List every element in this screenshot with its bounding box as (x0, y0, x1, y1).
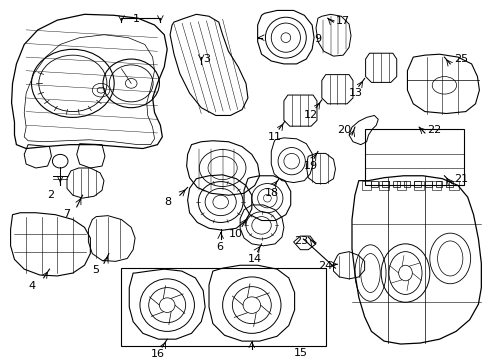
Text: 19: 19 (303, 161, 318, 171)
Text: 5: 5 (92, 265, 99, 275)
Text: 25: 25 (454, 54, 468, 64)
Text: 24: 24 (318, 261, 332, 271)
Text: 17: 17 (336, 16, 349, 26)
Text: 18: 18 (265, 188, 279, 198)
Text: 7: 7 (63, 209, 70, 219)
Text: 23: 23 (294, 236, 308, 246)
Text: 14: 14 (248, 253, 262, 264)
Text: 10: 10 (228, 229, 243, 239)
Bar (122, 268, 326, 346)
Text: 6: 6 (216, 242, 223, 252)
Text: 1: 1 (133, 14, 140, 24)
Text: 8: 8 (164, 197, 171, 207)
Text: 13: 13 (349, 88, 363, 98)
Text: 16: 16 (150, 349, 165, 359)
Text: 15: 15 (294, 348, 308, 358)
Text: 21: 21 (454, 174, 468, 184)
Text: 12: 12 (303, 110, 318, 120)
Text: 4: 4 (28, 281, 35, 291)
Text: 2: 2 (48, 190, 55, 201)
Text: 22: 22 (427, 125, 441, 135)
Bar (365, 129, 464, 185)
Text: 20: 20 (338, 125, 351, 135)
Text: 9: 9 (314, 34, 321, 44)
Text: 11: 11 (268, 132, 281, 142)
Text: 3: 3 (203, 54, 210, 64)
